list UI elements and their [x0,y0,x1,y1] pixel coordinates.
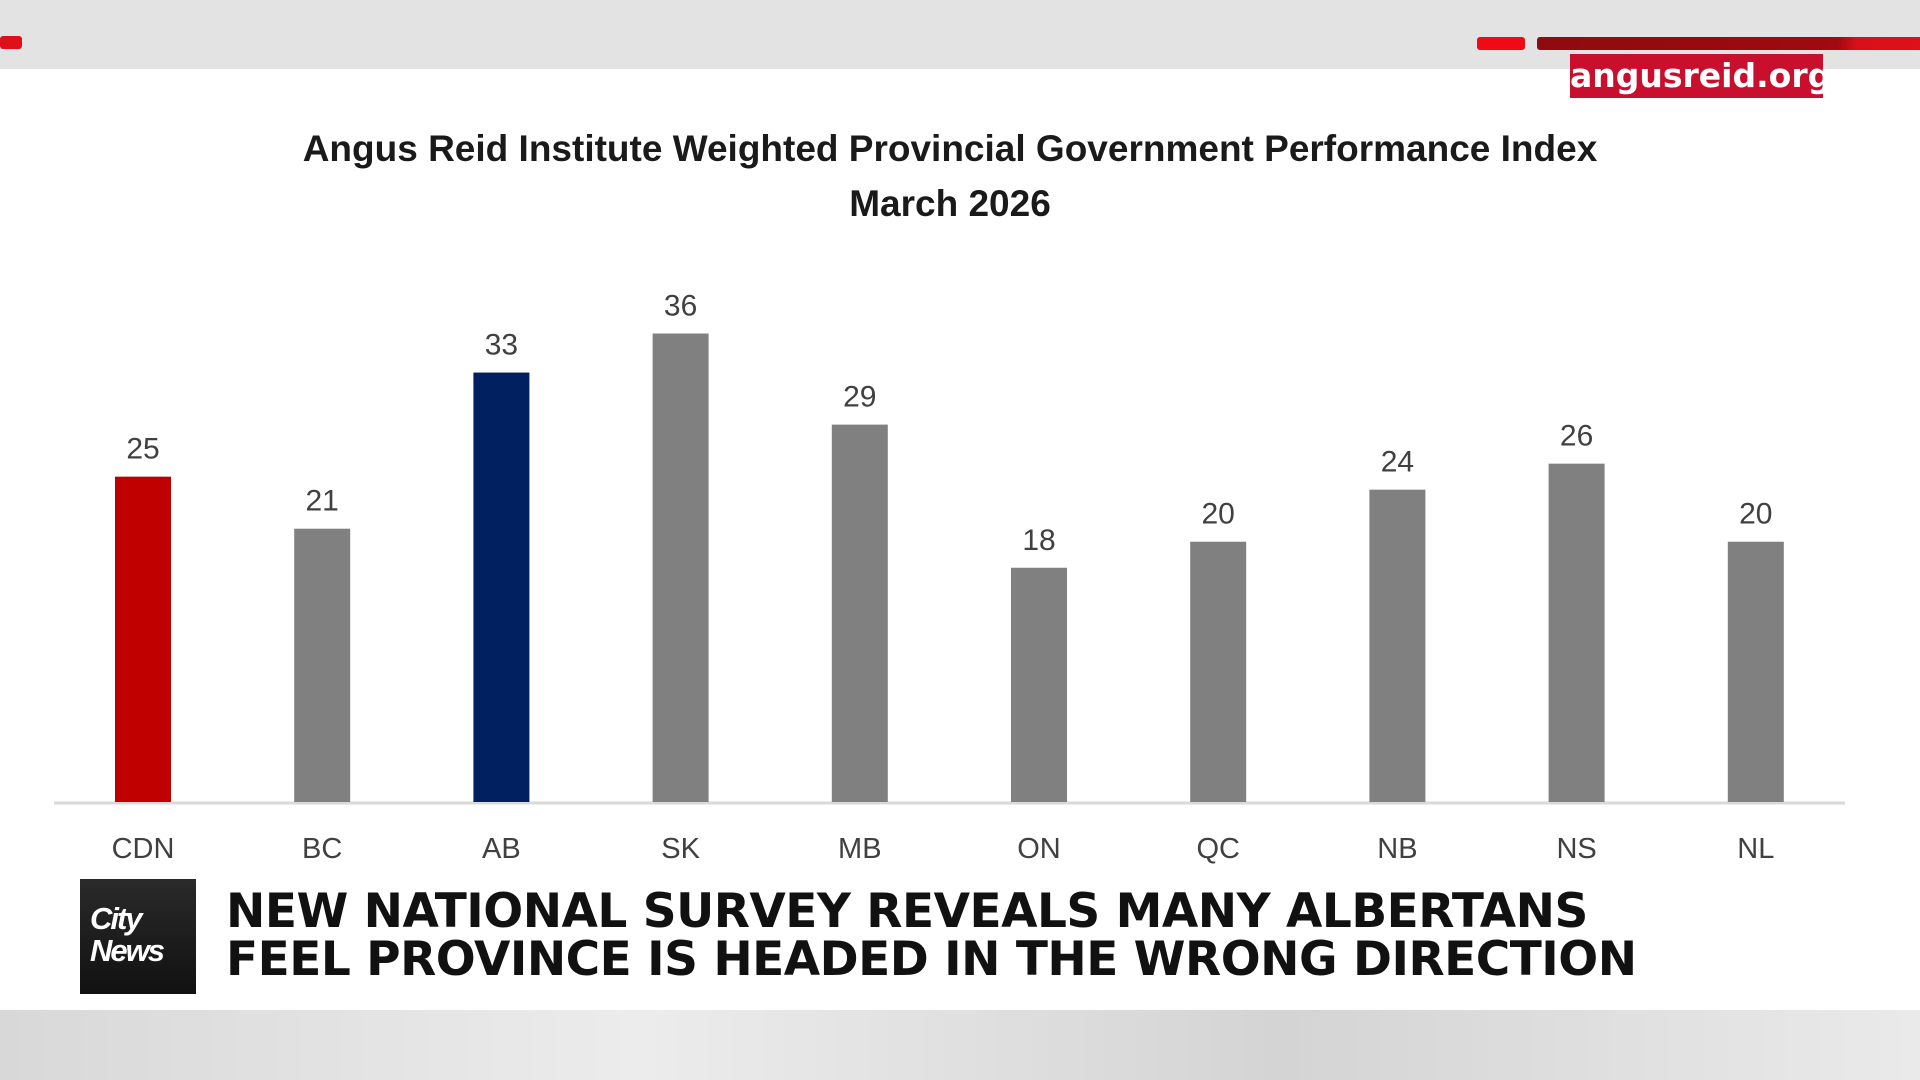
category-label-ns: NS [1556,833,1596,865]
category-label-cdn: CDN [112,833,175,865]
bar-qc [1190,541,1247,802]
value-label-ab: 33 [485,329,518,362]
category-label-on: ON [1017,833,1061,865]
category-label-nl: NL [1737,833,1774,865]
source-label: angusreid.org [1570,54,1831,98]
category-label-ab: AB [482,833,521,865]
citynews-logo: City News [80,879,196,994]
lower-third [80,879,1720,994]
value-label-nb: 24 [1381,446,1414,479]
bar-mb [831,424,888,802]
bar-on [1011,567,1067,802]
accent-bar-right-long [1537,37,1920,50]
value-label-bc: 21 [306,485,339,518]
chart-title: Angus Reid Institute Weighted Provincial… [302,128,1598,169]
value-label-qc: 20 [1202,498,1235,531]
chart-subtitle: March 2026 [849,183,1051,224]
headline-line-1: NEW NATIONAL SURVEY REVEALS MANY ALBERTA… [226,884,1588,939]
bar-cdn [115,476,171,802]
bar-sk [652,333,709,802]
headline: NEW NATIONAL SURVEY REVEALS MANY ALBERTA… [226,888,1637,984]
category-label-qc: QC [1196,833,1240,865]
bar-nb [1369,489,1426,802]
category-label-sk: SK [661,833,700,865]
category-label-nb: NB [1377,833,1417,865]
value-label-on: 18 [1022,524,1055,557]
accent-bar-left [0,36,22,49]
bar-nl [1727,541,1784,802]
bottom-band [0,1010,1920,1080]
value-label-cdn: 25 [126,433,159,466]
bar-ns [1548,463,1605,802]
value-label-nl: 20 [1739,498,1772,531]
value-label-ns: 26 [1560,420,1593,453]
bar-bc [294,528,351,802]
value-label-mb: 29 [843,381,876,414]
bar-ab [473,372,530,802]
category-label-bc: BC [302,833,342,865]
accent-bar-right-short [1477,37,1525,50]
value-label-sk: 36 [664,290,697,323]
headline-line-2: FEEL PROVINCE IS HEADED IN THE WRONG DIR… [226,932,1637,987]
category-label-mb: MB [838,833,882,865]
